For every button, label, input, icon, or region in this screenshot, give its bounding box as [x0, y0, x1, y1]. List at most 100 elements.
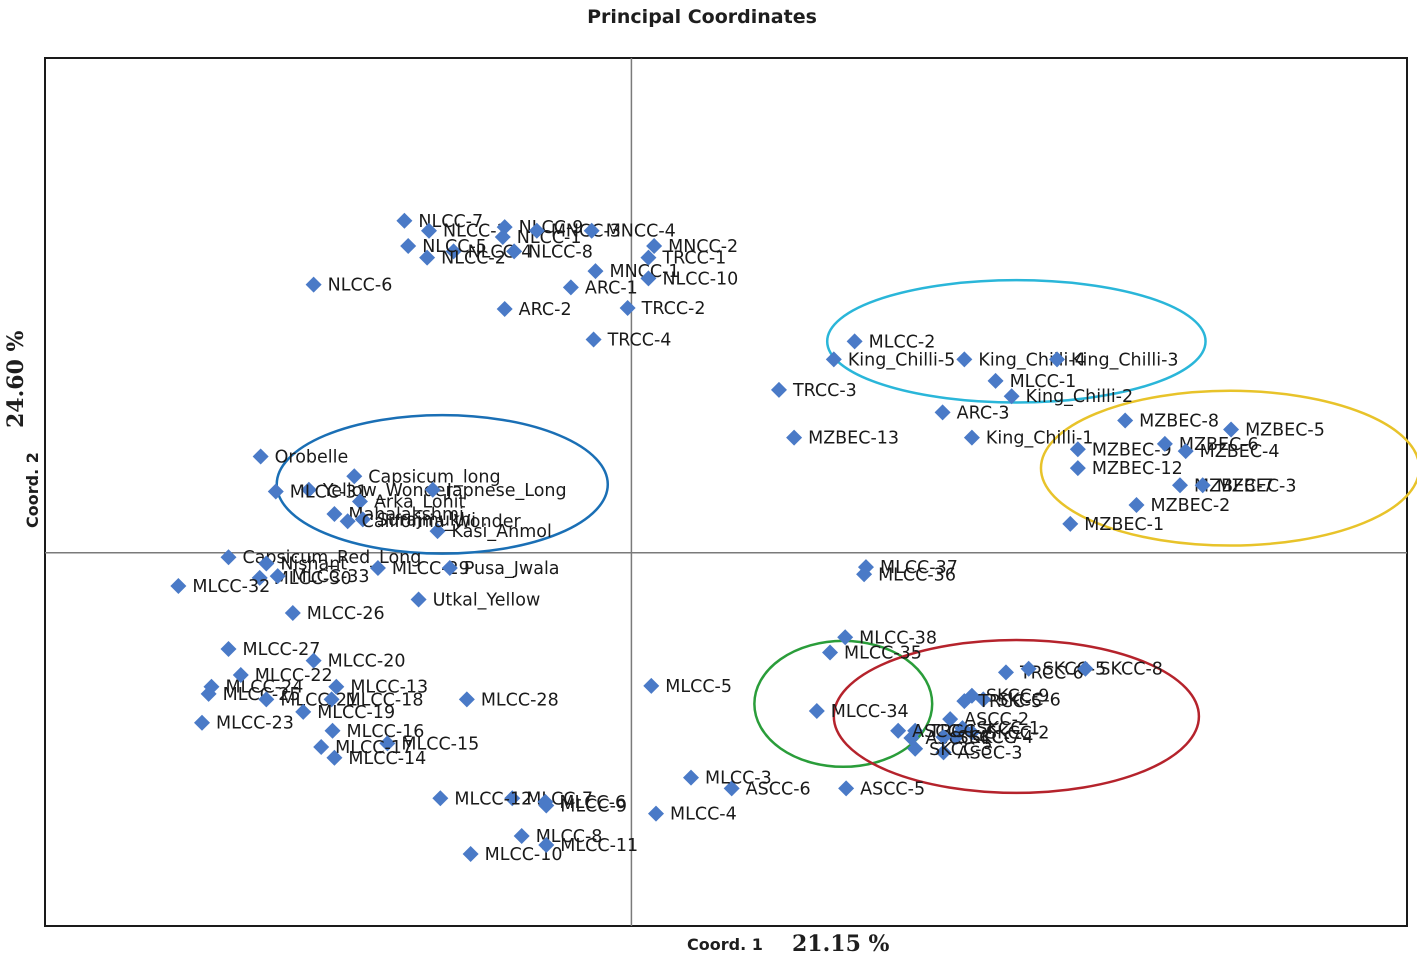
data-point: Mahalakshmi: [326, 505, 464, 525]
data-point: MLCC-15: [379, 734, 479, 754]
data-point: MLCC-11: [538, 836, 638, 856]
point-marker: [562, 279, 579, 296]
data-point: California_Wonder: [339, 512, 522, 532]
point-label: TRCC-3: [792, 381, 857, 401]
point-marker: [284, 604, 301, 621]
data-point: MNCC-2: [646, 237, 738, 257]
point-marker: [326, 749, 343, 766]
point-marker: [1194, 477, 1211, 494]
point-label: MZBEC-7: [1194, 476, 1274, 496]
point-marker: [822, 644, 839, 661]
point-marker: [947, 729, 964, 746]
point-label: MLCC-32: [192, 577, 270, 597]
point-label: MLCC-25: [223, 685, 301, 705]
point-label: TRCC-1: [661, 249, 726, 269]
point-label: MLCC-16: [347, 722, 425, 742]
data-point: SKCC-2: [963, 724, 1049, 744]
data-point: NLCC-2: [419, 249, 506, 269]
point-marker: [585, 331, 602, 348]
point-label: King_Chilli-4: [978, 350, 1086, 370]
data-point: MZBEC-6: [1156, 435, 1259, 455]
point-label: MLCC-14: [348, 749, 426, 769]
data-point: MNCC-4: [583, 222, 676, 242]
data-point: MLCC-25: [200, 685, 301, 705]
point-label: MZBEC-4: [1200, 442, 1280, 462]
point-marker: [305, 652, 322, 669]
point-marker: [963, 429, 980, 446]
point-marker: [313, 739, 330, 756]
data-point: Yellow_Wonder: [300, 481, 453, 501]
point-label: MZBEC-5: [1245, 420, 1325, 440]
point-marker: [258, 691, 275, 708]
plot-frame: [44, 57, 1408, 927]
point-label: King_Chilli-1: [986, 429, 1094, 449]
point-marker: [429, 523, 446, 540]
data-point: King_Chilli-2: [1003, 387, 1133, 407]
data-point: MZBEC-12: [1069, 459, 1183, 479]
point-label: ARC-1: [585, 278, 638, 298]
point-marker: [506, 243, 523, 260]
point-label: MLCC-12: [454, 789, 532, 809]
point-marker: [504, 790, 521, 807]
point-marker: [1069, 441, 1086, 458]
point-marker: [837, 629, 854, 646]
point-label: NLCC-5: [422, 237, 487, 257]
data-point: MLCC-19: [295, 703, 395, 723]
data-point: Surajmukhi: [354, 510, 476, 530]
point-marker: [339, 513, 356, 530]
point-marker: [1117, 412, 1134, 429]
point-marker: [963, 724, 980, 741]
point-marker: [258, 555, 275, 572]
point-marker: [975, 691, 992, 708]
point-label: MNCC-1: [609, 262, 679, 282]
point-marker: [513, 828, 530, 845]
data-point: MZBEC-9: [1069, 440, 1172, 460]
point-marker: [1020, 660, 1037, 677]
data-point: MLCC-28: [458, 690, 559, 710]
point-marker: [445, 243, 462, 260]
point-label: MLCC-2: [869, 332, 936, 352]
point-label: MZBEC-3: [1217, 476, 1297, 496]
point-label: MLCC-24: [225, 678, 303, 698]
data-point: MZBEC-13: [786, 429, 899, 449]
point-marker: [1128, 497, 1145, 514]
point-label: MLCC-21: [280, 690, 358, 710]
data-point: MLCC-36: [856, 565, 956, 585]
point-marker: [786, 429, 803, 446]
data-point: King_Chilli-3: [1049, 350, 1179, 370]
point-marker: [997, 664, 1014, 681]
point-marker: [846, 333, 863, 350]
point-label: MLCC-31: [290, 483, 368, 503]
data-point: ARC-3: [934, 403, 1010, 423]
data-point: TRCC-3: [770, 381, 857, 401]
data-point: NLCC-6: [305, 276, 392, 296]
x-axis-label: Coord. 1: [687, 935, 763, 954]
point-marker: [441, 560, 458, 577]
data-point: ASCC-1: [890, 722, 977, 742]
data-point: MLCC-27: [220, 640, 320, 660]
point-marker: [326, 506, 343, 523]
data-point: King_Chilli-5: [825, 350, 955, 370]
point-label: Surajmukhi: [377, 510, 476, 530]
cluster-ellipse-3: [1039, 389, 1417, 547]
point-label: MLCC-23: [216, 714, 294, 734]
data-point: NLCC-5: [400, 237, 487, 257]
point-marker: [251, 569, 268, 586]
data-point: ARC-1: [562, 278, 638, 298]
data-point: MLCC-32: [170, 577, 270, 597]
point-marker: [220, 549, 237, 566]
point-marker: [987, 372, 1004, 389]
point-marker: [942, 711, 959, 728]
y-axis-label: Coord. 2: [23, 452, 42, 528]
point-label: Kasi_Anmol: [452, 522, 552, 542]
point-marker: [396, 212, 413, 229]
point-label: MLCC-33: [292, 567, 370, 587]
point-marker: [583, 222, 600, 239]
point-label: MLCC-20: [328, 652, 406, 672]
data-point: SKCC-5: [1020, 660, 1106, 680]
point-label: MLCC-19: [317, 703, 395, 723]
point-label: MLCC-28: [481, 690, 559, 710]
point-label: MLCC-30: [274, 569, 352, 589]
data-point: ASCC-6: [723, 779, 811, 799]
point-label: California_Wonder: [362, 512, 522, 532]
